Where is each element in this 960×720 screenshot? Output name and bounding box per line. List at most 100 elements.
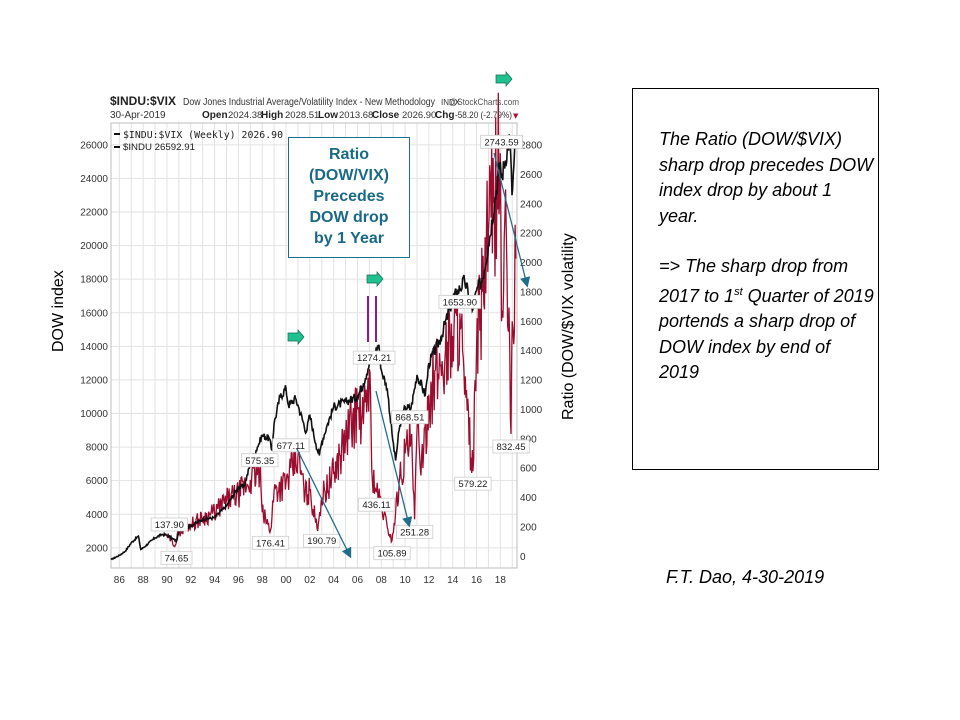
annotation-label: 137.90 (155, 520, 184, 531)
callout-line: Precedes (313, 188, 385, 205)
chart-date: 30-Apr-2019 (110, 110, 166, 121)
annotation-label: 2743.59 (484, 137, 518, 148)
commentary-p2-suffix: Quarter of 2019 portends a sharp drop of… (659, 285, 874, 383)
green-arrow-icon (495, 71, 513, 87)
annotation-box (492, 439, 530, 454)
left-tick-label: 20000 (80, 241, 108, 252)
annotation-box (391, 410, 429, 425)
annotation-box (357, 497, 396, 512)
left-tick-label: 4000 (86, 510, 109, 521)
annotation-label: 1274.21 (357, 353, 391, 364)
annotation-label: 251.28 (400, 527, 429, 538)
left-tick-label: 12000 (80, 375, 108, 386)
annotation-label: 190.79 (307, 536, 336, 547)
commentary-p2-sup: st (734, 285, 743, 298)
open-value: 2024.38 (228, 110, 262, 121)
high-label: High (261, 110, 283, 121)
legend-ratio: $INDU:$VIX (Weekly) 2026.90 (123, 130, 283, 141)
left-tick-label: 10000 (80, 409, 108, 420)
annotation-box (160, 550, 193, 565)
low-value: 2013.68 (339, 110, 373, 121)
annotation-label: 677.11 (277, 441, 305, 452)
annotation-label: 868.51 (395, 413, 424, 424)
annotation-label: 105.89 (377, 549, 406, 560)
x-tick-label: 04 (328, 575, 340, 586)
chart-source: @StockCharts.com (449, 97, 519, 108)
left-axis-ticks: 2000 4000 6000 8000 10000 12000 14000 16000 1800… (80, 140, 108, 554)
commentary-box: The Ratio (DOW/$VIX) sharp drop precedes… (632, 88, 879, 470)
right-tick-label: 1400 (520, 346, 543, 357)
right-axis-ticks: 0200400600800100012001400160018002000220… (520, 141, 543, 563)
annotation-box (480, 134, 523, 149)
annotation-box (373, 546, 411, 561)
right-tick-label: 0 (520, 552, 526, 563)
close-label: Close (372, 110, 400, 121)
left-tick-label: 22000 (80, 208, 108, 219)
x-tick-label: 18 (495, 575, 507, 586)
right-tick-label: 2000 (520, 258, 543, 269)
legend-dow: $INDU 26592.91 (123, 142, 195, 152)
x-tick-label: 96 (233, 575, 245, 586)
x-tick-label: 16 (471, 575, 483, 586)
callout-line: (DOW/VIX) (309, 167, 389, 184)
arrow-2000-to-2006 (296, 448, 352, 559)
annotation-label: 436.11 (362, 500, 390, 511)
commentary-text: The Ratio (DOW/$VIX) sharp drop precedes… (659, 127, 874, 411)
annotation-box (438, 294, 482, 309)
arrow-2018-to-2019 (493, 152, 531, 288)
right-tick-label: 400 (520, 493, 537, 504)
commentary-paragraph-2: => The sharp drop from 2017 to 1st Quart… (659, 254, 874, 386)
x-axis-ticks: 86 88 90 92 94 96 98 00 02 04 06 08 10 12 14 16 18 (114, 575, 507, 586)
right-tick-label: 1200 (520, 376, 543, 387)
right-tick-label: 600 (520, 464, 537, 475)
plot-frame (110, 122, 518, 569)
left-tick-label: 2000 (86, 543, 109, 554)
x-tick-label: 06 (352, 575, 364, 586)
annotation-box (303, 533, 341, 548)
callout-line: Ratio (329, 146, 369, 163)
annotation-box (454, 476, 492, 491)
chg-value: -58.20 (-2.79%) (455, 110, 512, 120)
x-tick-label: 02 (304, 575, 316, 586)
x-tick-label: 94 (209, 575, 221, 586)
commentary-paragraph-1: The Ratio (DOW/$VIX) sharp drop precedes… (659, 129, 874, 226)
commentary-p2-prefix: => The sharp drop from 2017 to 1 (659, 256, 849, 306)
x-tick-label: 14 (447, 575, 459, 586)
chg-label: Chg (435, 110, 454, 121)
arrow-2007-to-2010 (375, 390, 413, 528)
right-tick-label: 200 (520, 522, 537, 533)
callout-line: DOW drop (309, 209, 389, 226)
annotation-label: 74.65 (165, 553, 189, 564)
callout-box: Ratio (DOW/VIX) Precedes DOW drop by 1 Y… (288, 137, 410, 258)
x-tick-label: 92 (185, 575, 197, 586)
chg-down-marker: ▼ (513, 112, 519, 120)
legend-swatch-dow (114, 146, 120, 148)
left-tick-label: 24000 (80, 174, 108, 185)
left-tick-label: 8000 (86, 443, 109, 454)
annotation-label: 1653.90 (443, 297, 477, 308)
left-tick-label: 14000 (80, 342, 108, 353)
annotation-box (272, 438, 310, 453)
annotation-box (352, 350, 396, 365)
left-tick-label: 16000 (80, 308, 108, 319)
x-tick-label: 10 (400, 575, 412, 586)
right-tick-label: 1600 (520, 317, 543, 328)
annotation-label: 832.45 (497, 442, 526, 453)
x-tick-label: 88 (138, 575, 150, 586)
right-tick-label: 2800 (520, 141, 543, 152)
chart-description: Dow Jones Industrial Average/Volatility … (183, 97, 435, 108)
annotation-box (396, 524, 434, 539)
left-axis-title: DOW index (50, 270, 67, 352)
annotation-label: 176.41 (256, 538, 285, 549)
chart-exchange: INDX (441, 98, 461, 107)
callout-line: by 1 Year (314, 230, 384, 247)
low-label: Low (318, 110, 338, 121)
dow-series-line (110, 134, 517, 561)
x-tick-label: 08 (376, 575, 388, 586)
annotation-box (241, 453, 279, 468)
left-tick-label: 6000 (86, 476, 109, 487)
x-tick-label: 12 (423, 575, 435, 586)
right-tick-label: 2400 (520, 199, 543, 210)
author-signature: F.T. Dao, 4-30-2019 (666, 567, 825, 587)
